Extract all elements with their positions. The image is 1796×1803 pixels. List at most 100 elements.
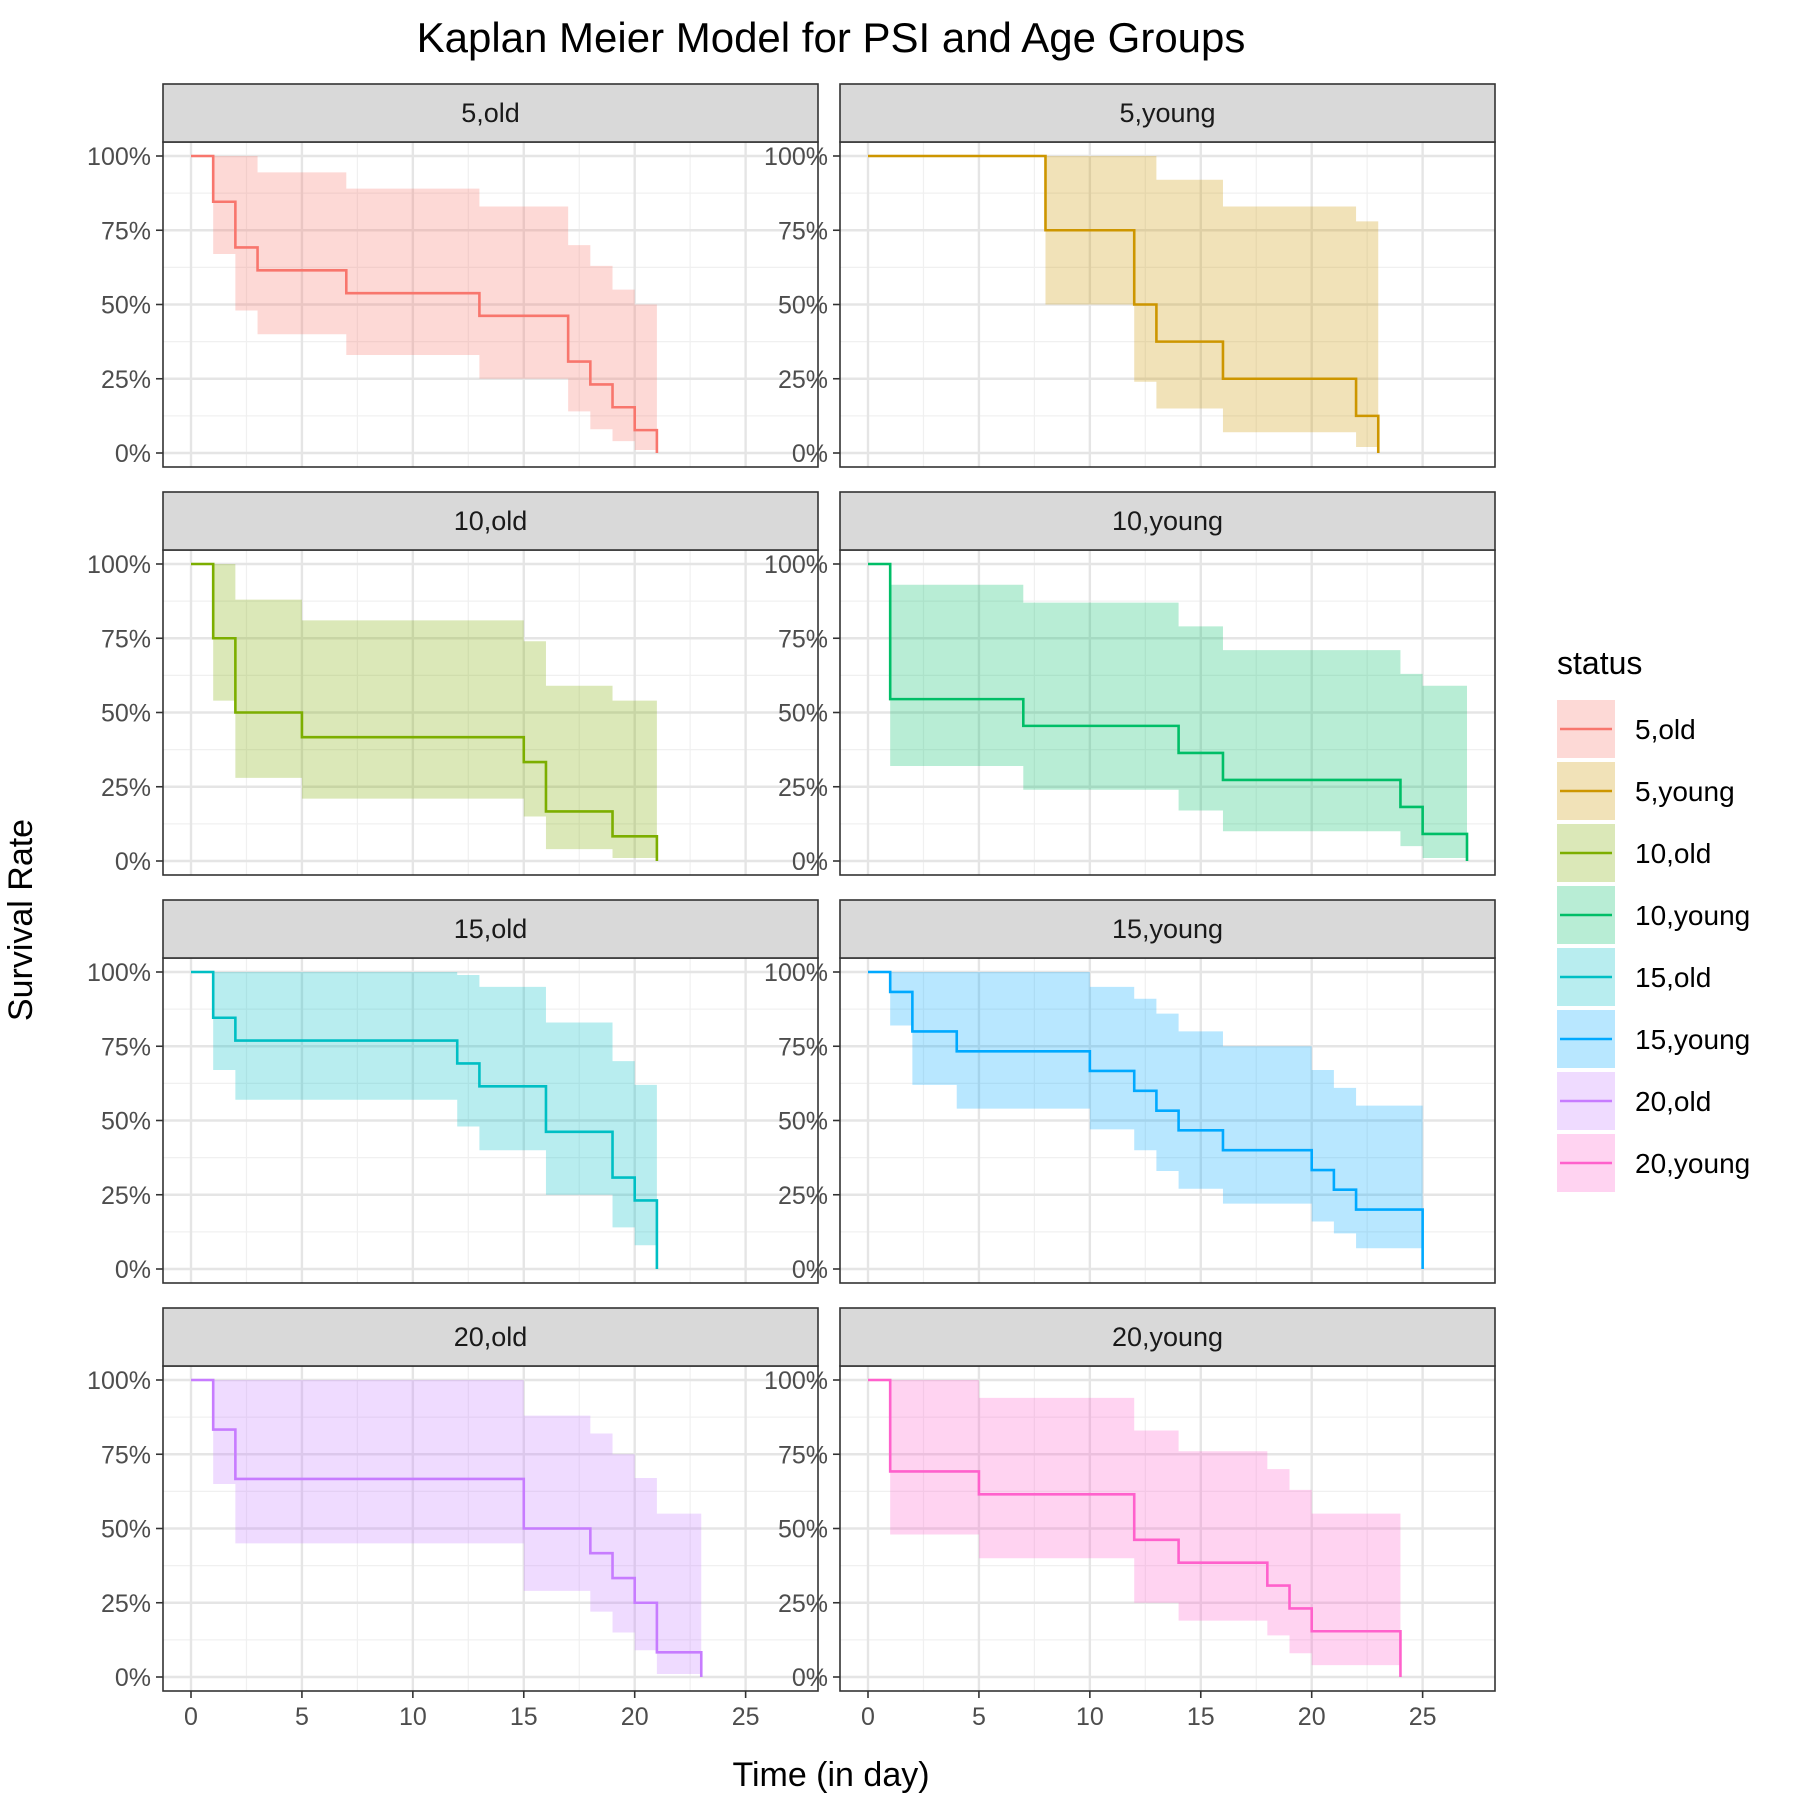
legend-item: 20,young: [1557, 1134, 1750, 1192]
facet-strip-label: 10,young: [1112, 506, 1223, 536]
x-tick-label: 0: [861, 1703, 875, 1731]
legend-label: 10,young: [1635, 900, 1750, 931]
facet-strip: [839, 491, 1496, 551]
facet-strip: [162, 83, 819, 143]
facet-strip: [162, 1307, 819, 1367]
legend-label: 15,old: [1635, 962, 1711, 993]
facet-panel: 20,young 0% 25% 50% 75% 100% 0 5 10 15 20 25: [764, 1307, 1496, 1731]
y-tick-label: 75%: [778, 625, 828, 653]
legend-label: 5,old: [1635, 714, 1696, 745]
y-tick-label: 25%: [101, 1590, 151, 1618]
x-tick-label: 10: [399, 1703, 427, 1731]
facet-strip-label: 15,young: [1112, 914, 1223, 944]
grid: [840, 142, 1495, 467]
x-tick-label: 25: [1409, 1703, 1437, 1731]
x-axis-title: Time (in day): [732, 1756, 929, 1794]
survival-step-line: [191, 562, 659, 861]
legend-label: 20,young: [1635, 1148, 1750, 1179]
y-tick-label: 0%: [792, 1664, 828, 1692]
x-tick-label: 25: [732, 1703, 760, 1731]
grid: [163, 142, 818, 467]
facet-strip: [162, 899, 819, 959]
legend-item: 5,young: [1557, 762, 1735, 820]
y-tick-label: 50%: [778, 700, 828, 728]
y-tick-label: 75%: [101, 1441, 151, 1469]
y-tick-label: 0%: [115, 1256, 151, 1284]
facet-strip-label: 20,old: [454, 1322, 528, 1352]
y-tick-label: 50%: [778, 1516, 828, 1544]
grid: [163, 958, 818, 1283]
survival-step-line: [868, 154, 1380, 453]
survival-step-line: [191, 154, 659, 453]
x-tick-label: 0: [184, 1703, 198, 1731]
y-tick-label: 100%: [87, 959, 151, 987]
y-tick-label: 75%: [101, 625, 151, 653]
legend-item: 10,old: [1557, 824, 1711, 882]
y-tick-label: 100%: [87, 143, 151, 171]
confidence-band: [868, 564, 1467, 859]
facet-strip: [839, 83, 1496, 143]
facet-panel: 5,young 0% 25% 50% 75% 100%: [764, 83, 1496, 468]
y-tick-label: 25%: [778, 774, 828, 802]
y-tick-label: 100%: [764, 143, 828, 171]
facet-strip: [162, 491, 819, 551]
confidence-band: [191, 1380, 702, 1675]
y-tick-label: 0%: [792, 440, 828, 468]
facet-strip-label: 20,young: [1112, 1322, 1223, 1352]
legend-title: status: [1557, 645, 1642, 681]
y-tick-label: 75%: [778, 1033, 828, 1061]
y-tick-label: 75%: [101, 1033, 151, 1061]
facet-strip-label: 5,young: [1119, 98, 1215, 128]
y-tick-label: 25%: [101, 366, 151, 394]
y-tick-label: 100%: [764, 1367, 828, 1395]
legend-item: 10,young: [1557, 886, 1750, 944]
grid: [840, 550, 1495, 875]
legend-label: 5,young: [1635, 776, 1735, 807]
y-tick-label: 25%: [778, 366, 828, 394]
grid: [840, 958, 1495, 1283]
survival-step-line: [868, 970, 1424, 1269]
grid: [163, 1366, 818, 1691]
y-tick-label: 25%: [101, 774, 151, 802]
legend-label: 15,young: [1635, 1024, 1750, 1055]
legend-label: 20,old: [1635, 1086, 1711, 1117]
x-tick-label: 15: [1187, 1703, 1215, 1731]
x-tick-label: 15: [510, 1703, 538, 1731]
x-tick-label: 10: [1076, 1703, 1104, 1731]
y-tick-label: 100%: [764, 959, 828, 987]
confidence-band: [868, 972, 1423, 1249]
x-tick-label: 5: [972, 1703, 986, 1731]
legend-keys: 5,old 5,young 10,old 10,young 15,old 15,young…: [1557, 700, 1750, 1192]
facet-panel: 20,old 0% 25% 50% 75% 100% 0 5 10 15 20 25: [87, 1307, 819, 1731]
y-tick-label: 0%: [115, 440, 151, 468]
y-tick-label: 75%: [778, 1441, 828, 1469]
y-tick-label: 0%: [792, 1256, 828, 1284]
facet-panel: 15,young 0% 25% 50% 75% 100%: [764, 899, 1496, 1284]
legend: status 5,old 5,young 10,old 10,young 15,old 1…: [1557, 645, 1750, 1192]
y-tick-label: 50%: [778, 292, 828, 320]
y-axis-title: Survival Rate: [2, 819, 40, 1021]
survival-step-line: [191, 970, 659, 1269]
x-tick-label: 5: [295, 1703, 309, 1731]
facet-strip-label: 15,old: [454, 914, 528, 944]
y-tick-label: 50%: [101, 292, 151, 320]
survival-step-line: [868, 1378, 1402, 1677]
y-tick-label: 25%: [101, 1182, 151, 1210]
y-tick-label: 100%: [87, 1367, 151, 1395]
y-tick-label: 50%: [101, 1516, 151, 1544]
y-tick-label: 25%: [778, 1182, 828, 1210]
y-tick-label: 0%: [115, 1664, 151, 1692]
y-tick-label: 50%: [778, 1108, 828, 1136]
chart-title: Kaplan Meier Model for PSI and Age Group…: [417, 14, 1246, 61]
legend-item: 15,old: [1557, 948, 1711, 1006]
legend-label: 10,old: [1635, 838, 1711, 869]
facet-panel: 15,old 0% 25% 50% 75% 100%: [87, 899, 819, 1284]
legend-item: 5,old: [1557, 700, 1696, 758]
facet-strip: [839, 1307, 1496, 1367]
facet-panel: 5,old 0% 25% 50% 75% 100%: [87, 83, 819, 468]
y-tick-label: 100%: [764, 551, 828, 579]
facet-panel: 10,old 0% 25% 50% 75% 100%: [87, 491, 819, 876]
legend-item: 15,young: [1557, 1010, 1750, 1068]
confidence-band: [191, 564, 657, 859]
